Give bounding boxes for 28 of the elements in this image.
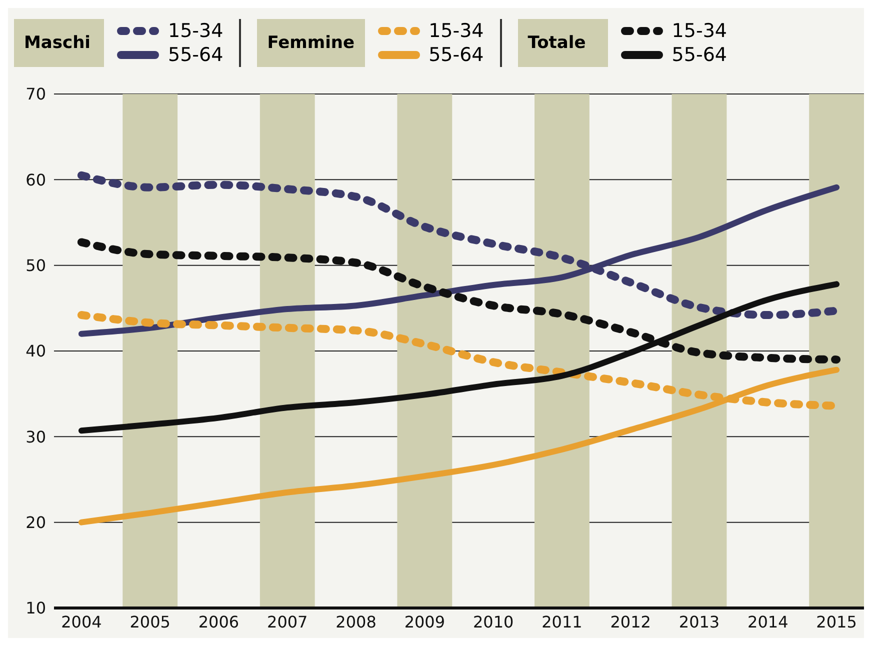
y-tick-label: 30 [26,427,46,446]
y-tick-label: 60 [26,170,46,190]
y-tick-label: 20 [26,513,46,532]
x-tick-label: 2015 [816,612,857,632]
text: Femmine [257,19,365,67]
x-tick-label: 2009 [404,612,446,632]
x-tick-label: 2011 [542,612,582,632]
x-tick-label: 2010 [472,612,514,632]
legend-label: 55-64 [672,43,727,67]
y-tick-label: 70 [26,84,46,104]
legend-label: 15-34 [428,19,484,43]
legend-label: 55-64 [428,43,484,67]
legend-label: 15-34 [168,19,224,43]
x-tick-label: 2004 [61,612,102,632]
x-tick-label: 2013 [678,612,720,632]
x-tick-label: 2012 [610,612,651,632]
y-tick-label: 40 [26,342,46,361]
y-tick-label: 50 [26,256,46,276]
y-tick-label: 10 [26,598,46,618]
x-tick-label: 2007 [267,612,308,632]
x-tick-label: 2014 [748,612,788,632]
x-tick-label: 2005 [130,612,170,632]
text: Maschi [14,19,104,67]
x-tick-label: 2006 [198,612,240,632]
legend-label: 15-34 [672,19,727,43]
x-tick-label: 2008 [336,612,376,632]
legend-label: 55-64 [168,43,224,67]
text: Totale [518,19,608,67]
